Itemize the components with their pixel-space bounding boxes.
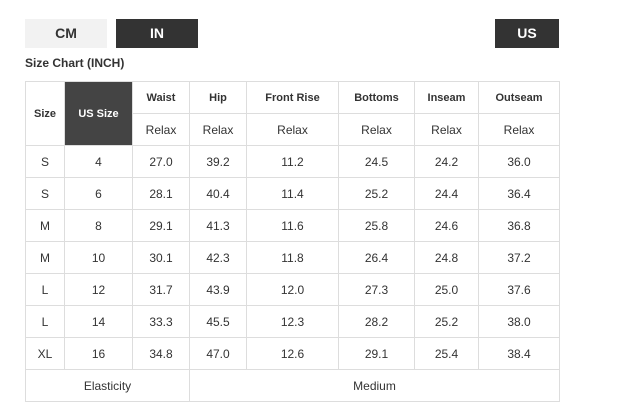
measurement-cell: 11.6 bbox=[246, 209, 339, 242]
us-size-cell: 6 bbox=[64, 177, 133, 210]
unit-tab-in[interactable]: IN bbox=[116, 19, 198, 48]
measurement-header: Hip bbox=[189, 81, 247, 114]
measurement-cell: 36.4 bbox=[478, 177, 560, 210]
measurement-cell: 24.2 bbox=[414, 145, 479, 178]
measurement-header: Front Rise bbox=[246, 81, 339, 114]
measurement-cell: 47.0 bbox=[189, 337, 247, 370]
us-size-cell: 16 bbox=[64, 337, 133, 370]
measurement-cell: 26.4 bbox=[338, 241, 415, 274]
elasticity-label: Elasticity bbox=[25, 369, 190, 402]
measurement-cell: 25.4 bbox=[414, 337, 479, 370]
measurement-cell: 38.4 bbox=[478, 337, 560, 370]
measurement-cell: 33.3 bbox=[132, 305, 190, 338]
measurement-cell: 28.2 bbox=[338, 305, 415, 338]
measurement-cell: 36.8 bbox=[478, 209, 560, 242]
size-cell: S bbox=[25, 177, 65, 210]
table-row: XL 16 34.8 47.0 12.6 29.1 25.4 38.4 bbox=[25, 337, 560, 370]
measurement-cell: 24.8 bbox=[414, 241, 479, 274]
measurement-header: Waist bbox=[132, 81, 190, 114]
measurement-cell: 11.2 bbox=[246, 145, 339, 178]
measurement-cell: 41.3 bbox=[189, 209, 247, 242]
unit-tab-cm[interactable]: CM bbox=[25, 19, 107, 48]
fit-label: Relax bbox=[414, 113, 479, 146]
measurement-cell: 25.0 bbox=[414, 273, 479, 306]
size-cell: M bbox=[25, 209, 65, 242]
table-row: S 6 28.1 40.4 11.4 25.2 24.4 36.4 bbox=[25, 177, 560, 210]
measurement-cell: 11.4 bbox=[246, 177, 339, 210]
measurement-cell: 24.5 bbox=[338, 145, 415, 178]
measurement-header: Inseam bbox=[414, 81, 479, 114]
size-cell: S bbox=[25, 145, 65, 178]
chart-title: Size Chart (INCH) bbox=[25, 56, 125, 70]
us-size-cell: 4 bbox=[64, 145, 133, 178]
us-size-cell: 10 bbox=[64, 241, 133, 274]
size-cell: XL bbox=[25, 337, 65, 370]
measurement-cell: 24.6 bbox=[414, 209, 479, 242]
fit-label: Relax bbox=[478, 113, 560, 146]
table-row: Relax Relax Relax Relax Relax Relax bbox=[26, 113, 560, 146]
size-cell: M bbox=[25, 241, 65, 274]
table-row: S 4 27.0 39.2 11.2 24.5 24.2 36.0 bbox=[25, 145, 560, 178]
measurement-cell: 29.1 bbox=[338, 337, 415, 370]
measurement-cell: 27.0 bbox=[132, 145, 190, 178]
table-row: Size US Size Waist Hip Front Rise Bottoms Inse… bbox=[25, 81, 560, 146]
measurement-cell: 43.9 bbox=[189, 273, 247, 306]
fit-label: Relax bbox=[132, 113, 190, 146]
measurement-cell: 12.6 bbox=[246, 337, 339, 370]
measurement-cell: 28.1 bbox=[132, 177, 190, 210]
measurement-cell: 45.5 bbox=[189, 305, 247, 338]
measurement-cell: 27.3 bbox=[338, 273, 415, 306]
us-size-cell: 8 bbox=[64, 209, 133, 242]
measurement-cell: 25.2 bbox=[414, 305, 479, 338]
measurement-cell: 12.0 bbox=[246, 273, 339, 306]
measurement-cell: 24.4 bbox=[414, 177, 479, 210]
measurement-cell: 25.8 bbox=[338, 209, 415, 242]
measurement-cell: 29.1 bbox=[132, 209, 190, 242]
size-cell: L bbox=[25, 305, 65, 338]
measurement-cell: 38.0 bbox=[478, 305, 560, 338]
measurement-cell: 37.6 bbox=[478, 273, 560, 306]
measurement-cell: 40.4 bbox=[189, 177, 247, 210]
table-row: Elasticity Medium bbox=[25, 369, 560, 402]
region-tab[interactable]: US bbox=[495, 19, 559, 48]
elasticity-value: Medium bbox=[189, 369, 560, 402]
measurement-cell: 11.8 bbox=[246, 241, 339, 274]
measurement-header: Bottoms bbox=[338, 81, 415, 114]
table-row: L 14 33.3 45.5 12.3 28.2 25.2 38.0 bbox=[25, 305, 560, 338]
size-cell: L bbox=[25, 273, 65, 306]
size-header: Size bbox=[25, 81, 65, 146]
table-row: L 12 31.7 43.9 12.0 27.3 25.0 37.6 bbox=[25, 273, 560, 306]
table-row: M 10 30.1 42.3 11.8 26.4 24.8 37.2 bbox=[25, 241, 560, 274]
measurement-cell: 31.7 bbox=[132, 273, 190, 306]
us-size-header: US Size bbox=[64, 81, 133, 146]
fit-label: Relax bbox=[189, 113, 247, 146]
fit-label: Relax bbox=[246, 113, 339, 146]
table-row: M 8 29.1 41.3 11.6 25.8 24.6 36.8 bbox=[25, 209, 560, 242]
us-size-cell: 14 bbox=[64, 305, 133, 338]
measurement-cell: 34.8 bbox=[132, 337, 190, 370]
measurement-cell: 36.0 bbox=[478, 145, 560, 178]
measurement-cell: 12.3 bbox=[246, 305, 339, 338]
measurement-cell: 39.2 bbox=[189, 145, 247, 178]
fit-label: Relax bbox=[338, 113, 415, 146]
measurement-cell: 30.1 bbox=[132, 241, 190, 274]
measurement-cell: 42.3 bbox=[189, 241, 247, 274]
measurement-cell: 25.2 bbox=[338, 177, 415, 210]
measurement-header: Outseam bbox=[478, 81, 560, 114]
size-table: Size US Size Waist Hip Front Rise Bottoms Inse… bbox=[25, 81, 560, 402]
us-size-cell: 12 bbox=[64, 273, 133, 306]
measurement-cell: 37.2 bbox=[478, 241, 560, 274]
